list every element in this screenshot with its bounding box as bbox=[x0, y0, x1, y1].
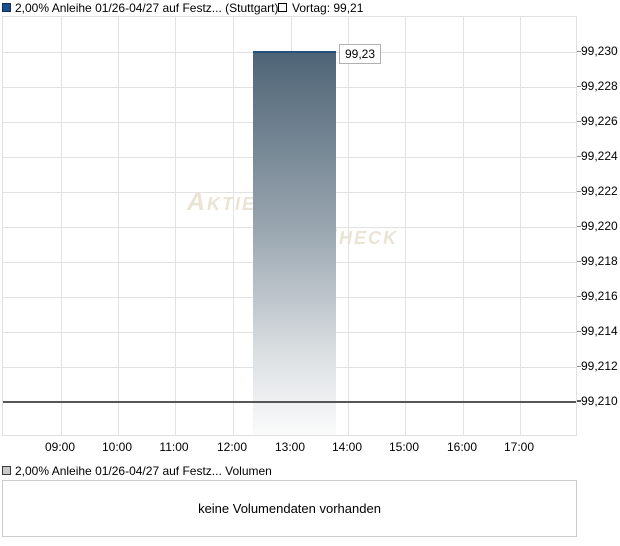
y-tick bbox=[577, 156, 581, 157]
y-tick bbox=[577, 261, 581, 262]
series-legend-label: 2,00% Anleihe 01/26-04/27 auf Festz... (… bbox=[15, 1, 279, 15]
vortag-legend-marker bbox=[278, 3, 287, 12]
y-axis-label: 99,218 bbox=[581, 254, 618, 268]
y-axis-label: 99,220 bbox=[581, 219, 618, 233]
vortag-legend-label: Vortag: 99,21 bbox=[292, 1, 364, 15]
y-axis-label: 99,216 bbox=[581, 289, 618, 303]
gridline-vertical bbox=[520, 17, 521, 435]
gridline-vertical bbox=[463, 17, 464, 435]
x-axis-label: 12:00 bbox=[216, 440, 248, 454]
volume-legend: 2,00% Anleihe 01/26-04/27 auf Festz... V… bbox=[0, 462, 620, 478]
gridline-vertical bbox=[233, 17, 234, 435]
y-axis-label: 99,228 bbox=[581, 79, 618, 93]
series-legend-marker bbox=[2, 3, 11, 12]
y-tick bbox=[577, 51, 581, 52]
y-tick bbox=[577, 191, 581, 192]
y-axis-label: 99,226 bbox=[581, 114, 618, 128]
gridline-vertical bbox=[118, 17, 119, 435]
y-axis-label: 99,230 bbox=[581, 44, 618, 58]
no-volume-message: keine Volumendaten vorhanden bbox=[198, 501, 381, 516]
volume-panel: keine Volumendaten vorhanden bbox=[2, 480, 577, 537]
y-tick bbox=[577, 400, 581, 402]
price-chart-plot-area[interactable]: Aktien Check 99,23 bbox=[2, 16, 577, 436]
y-tick bbox=[577, 366, 581, 367]
volume-legend-label: 2,00% Anleihe 01/26-04/27 auf Festz... V… bbox=[15, 464, 272, 478]
gridline-vertical bbox=[61, 17, 62, 435]
y-tick bbox=[577, 121, 581, 122]
price-series-area bbox=[253, 51, 336, 435]
x-axis-label: 13:00 bbox=[274, 440, 306, 454]
x-axis-label: 17:00 bbox=[503, 440, 535, 454]
gridline-vertical bbox=[405, 17, 406, 435]
y-tick bbox=[577, 296, 581, 297]
y-axis-label: 99,222 bbox=[581, 184, 618, 198]
y-axis-label: 99,224 bbox=[581, 149, 618, 163]
y-axis-label: 99,214 bbox=[581, 324, 618, 338]
y-axis-label: 99,210 bbox=[581, 394, 618, 408]
vortag-reference-line bbox=[3, 401, 576, 403]
x-axis-label: 10:00 bbox=[101, 440, 133, 454]
x-axis-label: 14:00 bbox=[331, 440, 363, 454]
x-axis-label: 11:00 bbox=[159, 440, 189, 454]
y-axis-label: 99,212 bbox=[581, 359, 618, 373]
y-tick bbox=[577, 86, 581, 87]
price-chart-legend: 2,00% Anleihe 01/26-04/27 auf Festz... (… bbox=[0, 0, 620, 16]
y-tick bbox=[577, 331, 581, 332]
x-axis-label: 15:00 bbox=[388, 440, 420, 454]
x-axis-label: 16:00 bbox=[446, 440, 478, 454]
gridline-vertical bbox=[348, 17, 349, 435]
volume-legend-marker bbox=[2, 466, 11, 475]
x-axis-label: 09:00 bbox=[44, 440, 76, 454]
current-price-label: 99,23 bbox=[339, 44, 381, 64]
gridline-vertical bbox=[175, 17, 176, 435]
y-tick bbox=[577, 226, 581, 227]
